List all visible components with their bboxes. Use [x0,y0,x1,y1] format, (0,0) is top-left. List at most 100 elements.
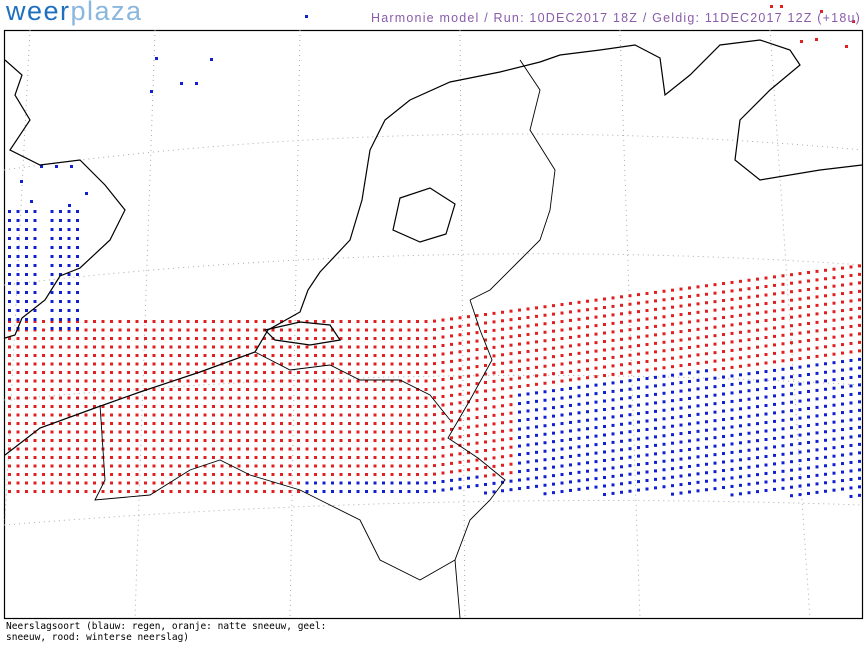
precip-dot [815,482,819,486]
precip-dot [535,442,538,446]
precip-dot [807,466,810,470]
precip-dot [756,405,759,409]
precip-dot [841,300,844,304]
precip-dot [798,476,802,480]
precip-dot [815,431,819,435]
precip-dot [67,320,71,323]
precip-dot [25,210,28,213]
precip-dot [569,310,572,314]
precip-dot [688,464,691,468]
precip-dot [373,422,377,425]
precip-dot [42,456,45,459]
precip-dot [628,319,632,323]
precip-dot [67,413,71,417]
precip-dot [739,398,742,402]
precip-dot [594,298,598,302]
precip-dot [416,447,419,451]
precip-dot [178,430,181,434]
precip-dot [501,336,504,340]
precip-dot [424,405,428,408]
precip-dot [458,350,462,354]
precip-dot [781,427,785,431]
precip-dot [433,370,436,374]
precip-dot [492,481,496,485]
precip-dot [356,337,360,340]
precip-dot [441,403,445,407]
precip-dot [552,474,555,478]
precip-dot [101,405,105,408]
precip-dot [815,278,819,282]
precip-dot [586,384,589,388]
precip-dot [730,323,734,327]
precip-dot [118,396,122,400]
precip-dot [773,445,776,449]
precip-dot [25,345,28,349]
precip-dot [747,346,751,350]
precip-dot [611,457,615,461]
precip-dot [535,425,538,429]
precip-dot [824,336,827,340]
precip-dot [756,286,759,290]
precip-dot [688,388,691,392]
precip-dot [67,237,71,240]
precip-dot [16,490,20,493]
precip-dot [42,439,45,442]
precip-dot [603,399,606,403]
precip-dot [263,473,266,476]
precip-dot [484,482,487,486]
precip-dot [662,366,666,370]
precip-dot [807,491,810,495]
precip-dot [50,413,54,417]
precip-dot [858,442,861,446]
precip-dot [662,306,666,310]
precip-dot [696,395,700,399]
precip-dot [144,430,147,434]
precip-dot [739,475,742,479]
precip-dot [654,358,657,362]
precip-dot [356,388,360,391]
precip-dot [552,423,555,427]
precip-dot [348,456,351,459]
precip-dot [50,362,54,366]
precip-dot [288,430,292,434]
precip-dot [798,323,802,327]
precip-dot [518,410,521,414]
precip-dot [144,328,147,332]
precip-dot [127,439,130,442]
precip-dot [237,371,241,374]
precip-dot [433,353,436,357]
precip-dot [169,405,173,408]
precip-dot [186,362,190,366]
precip-dot [790,468,793,472]
precip-dot [8,413,11,417]
precip-dot [254,456,258,459]
precip-dot [458,477,462,481]
precip-dot [739,381,742,385]
precip-dot [246,379,249,383]
precip-dot [195,320,198,323]
precip-dot [492,439,496,443]
precip-dot [569,301,572,305]
precip-dot [263,405,266,408]
precip-dot [518,317,521,321]
precip-dot [756,439,759,443]
precip-dot [271,439,275,442]
precip-dot [841,292,844,296]
precip-dot [730,391,734,395]
precip-dot [20,180,23,183]
precip-dot [858,374,861,378]
precip-dot [68,204,71,207]
precip-dot [263,320,266,323]
precip-dot [858,400,861,404]
precip-dot [628,294,632,298]
precip-dot [305,456,309,459]
precip-dot [186,337,190,340]
logo-part: plaza [70,0,143,26]
precip-dot [246,456,249,459]
precip-dot [229,354,232,357]
precip-dot [722,418,725,422]
precip-dot [722,324,725,328]
precip-dot [229,320,232,323]
precip-dot [8,405,11,408]
precip-dot [356,456,360,459]
